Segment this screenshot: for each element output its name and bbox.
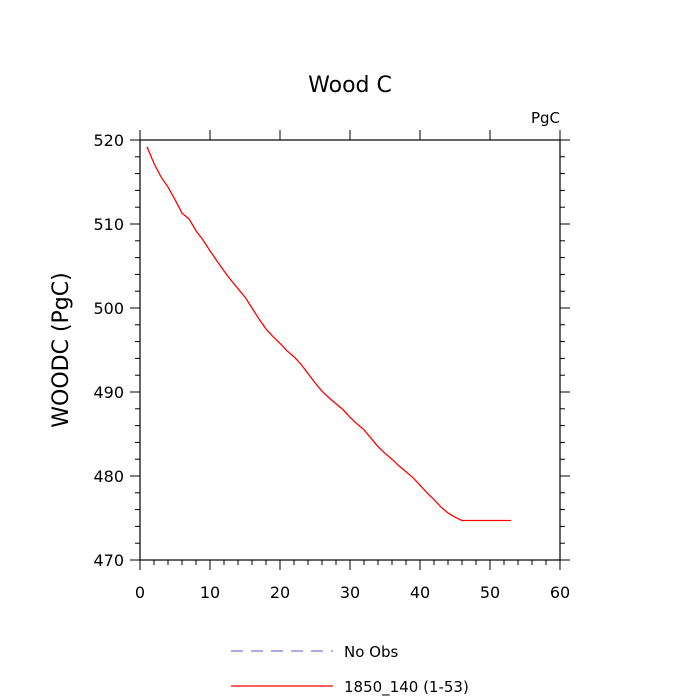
x-tick-label: 30 (340, 583, 360, 602)
x-tick-label: 10 (200, 583, 220, 602)
y-tick-label: 520 (93, 131, 124, 150)
y-axis-label: WOODC (PgC) (49, 272, 74, 427)
y-tick-label: 500 (93, 299, 124, 318)
chart-title: Wood C (308, 73, 392, 98)
axis-ticks (130, 130, 570, 570)
y-tick-label: 510 (93, 215, 124, 234)
x-tick-label: 50 (480, 583, 500, 602)
legend: No Obs 1850_140 (1-53) (231, 643, 469, 697)
y-tick-label: 490 (93, 383, 124, 402)
series-line (146, 146, 511, 522)
series-layer (146, 146, 511, 522)
legend-label: No Obs (344, 643, 398, 661)
y-tick-label: 480 (93, 467, 124, 486)
y-tick-label: 470 (93, 551, 124, 570)
plot-frame (139, 139, 561, 561)
chart-units-label: PgC (531, 109, 560, 127)
axis-tick-labels: 0 10 20 30 40 50 60 470 480 490 500 510 520 (93, 131, 570, 602)
x-tick-label: 40 (410, 583, 430, 602)
legend-label: 1850_140 (1-53) (344, 678, 469, 697)
x-tick-label: 20 (270, 583, 290, 602)
x-tick-label: 60 (550, 583, 570, 602)
x-tick-label: 0 (135, 583, 145, 602)
